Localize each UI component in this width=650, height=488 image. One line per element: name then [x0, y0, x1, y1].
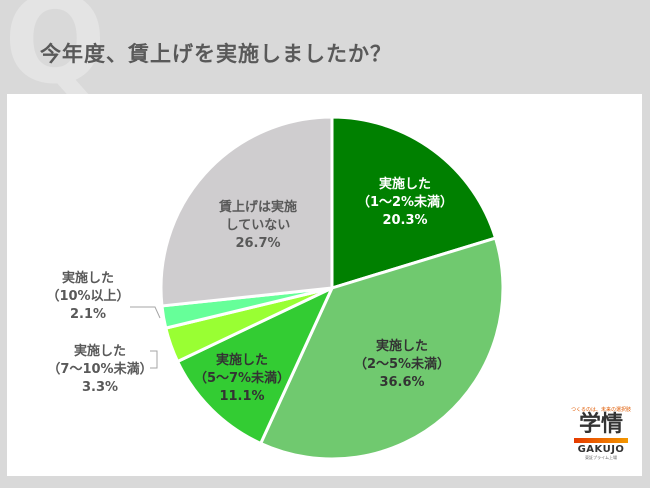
pie-slice — [159, 115, 334, 308]
label-no-raise: 賃上げは実施 していない 26.7% — [218, 200, 298, 251]
label-10pct-plus: 実施した （10%以上） 2.1% — [46, 271, 130, 322]
leader-line-7-10pct — [150, 350, 158, 369]
pie-slice — [330, 115, 498, 290]
label-5-7pct: 実施した （5〜7%未満） 11.1% — [193, 353, 291, 404]
logo-kanji: 学情 — [578, 412, 623, 437]
label-7-10pct: 実施した （7〜10%未満） 3.3% — [47, 344, 153, 395]
logo-sub: 東証プライム上場 — [585, 455, 617, 460]
leader-line-10pct — [130, 306, 161, 319]
pie-slice — [259, 236, 505, 461]
label-2-5pct: 実施した （2〜5%未満） 36.6% — [353, 339, 451, 390]
label-1-2pct: 実施した （1〜2%未満） 20.3% — [356, 177, 454, 228]
page-title: 今年度、賃上げを実施しましたか？ — [40, 42, 392, 66]
pie-slice — [176, 286, 334, 445]
logo-en: GAKUJO — [577, 444, 625, 455]
q-watermark: Q — [4, 0, 107, 111]
logo-bar — [574, 438, 628, 443]
logo-tagline: つくるのは、未来の選択肢 — [571, 407, 631, 413]
gakujo-logo: つくるのは、未来の選択肢 学情 GAKUJO 東証プライム上場 — [570, 406, 632, 461]
